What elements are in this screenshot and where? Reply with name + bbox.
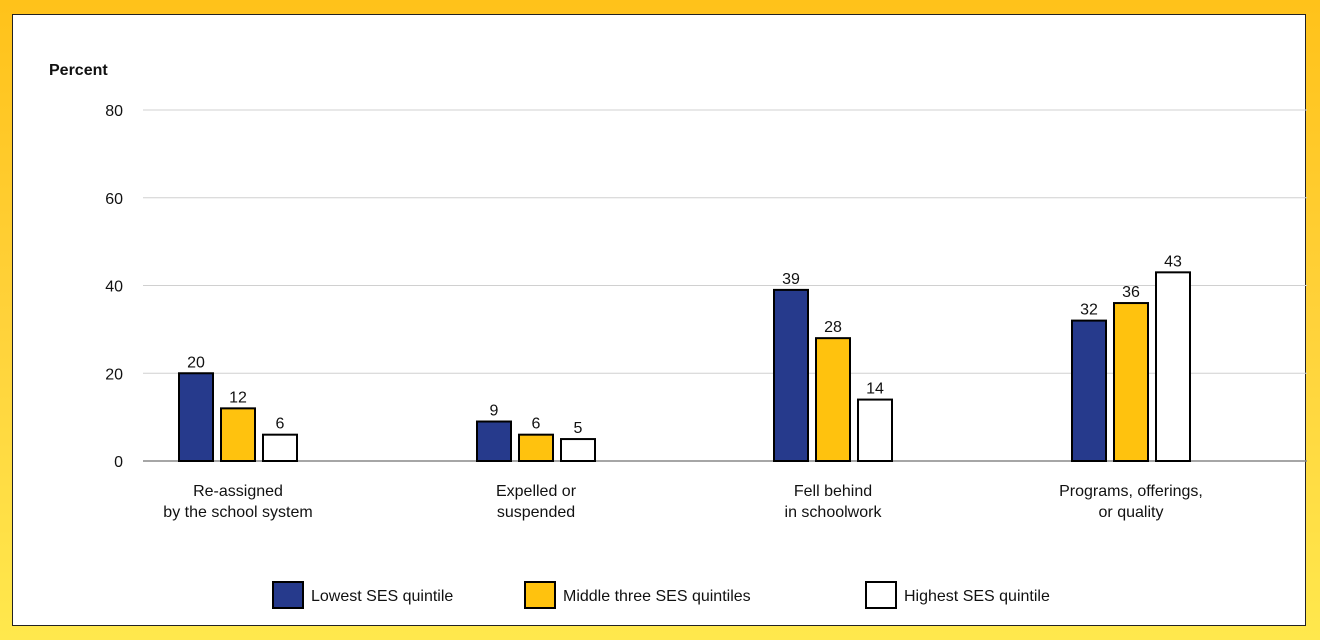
bar: [178, 372, 214, 462]
data-labels: 20 9 39 32 12 6 28 36 6 5 14 43: [187, 253, 1182, 437]
legend-swatch: [272, 581, 304, 609]
bar-value-label: 28: [824, 319, 842, 336]
legend: Lowest SES quintile Middle three SES quin…: [272, 581, 1050, 609]
category-label: or quality: [1099, 504, 1164, 521]
bar-value-label: 20: [187, 354, 205, 371]
bar-value-label: 36: [1122, 284, 1140, 301]
y-axis-title: Percent: [49, 62, 108, 79]
category-label: in schoolwork: [785, 504, 883, 521]
category-label: suspended: [497, 504, 575, 521]
bar-value-label: 12: [229, 389, 247, 406]
bar-chart: Percent 0 20 40 60 80 20 9 39 32 12 6 28 36 6 5 14 43 R…: [49, 62, 1307, 609]
category-labels: Re-assigned by the school system Expelled …: [163, 483, 1203, 521]
category-label: by the school system: [163, 504, 312, 521]
category-label: Fell behind: [794, 483, 872, 500]
legend-swatch: [524, 581, 556, 609]
bar: [773, 288, 809, 463]
bar: [560, 438, 596, 462]
bar-value-label: 9: [490, 403, 499, 420]
y-tick-label: 40: [105, 279, 123, 296]
bar: [1113, 302, 1149, 462]
bar-value-label: 6: [276, 416, 285, 433]
category-label: Expelled or: [496, 483, 577, 500]
bar: [518, 433, 554, 462]
bar: [857, 398, 893, 463]
bar: [1071, 319, 1107, 462]
bar: [262, 433, 298, 462]
category-label: Programs, offerings,: [1059, 483, 1203, 500]
bars: [178, 271, 1191, 463]
y-tick-label: 0: [114, 454, 123, 471]
legend-label: Highest SES quintile: [904, 588, 1050, 605]
bar: [815, 337, 851, 462]
bar: [1155, 271, 1191, 462]
bar-value-label: 32: [1080, 302, 1098, 319]
y-tick-label: 20: [105, 366, 123, 383]
bar-value-label: 43: [1164, 253, 1182, 270]
bar-value-label: 39: [782, 271, 800, 288]
bar-value-label: 5: [574, 420, 583, 437]
legend-label: Lowest SES quintile: [311, 588, 453, 605]
legend-swatch: [865, 581, 897, 609]
y-tick-label: 60: [105, 191, 123, 208]
category-label: Re-assigned: [193, 483, 283, 500]
y-tick-label: 80: [105, 103, 123, 120]
y-tick-labels: 0 20 40 60 80: [105, 103, 123, 471]
bar-value-label: 6: [532, 416, 541, 433]
bar-value-label: 14: [866, 381, 884, 398]
bar: [476, 420, 512, 463]
legend-label: Middle three SES quintiles: [563, 588, 751, 605]
bar: [220, 407, 256, 463]
chart-panel: Percent 0 20 40 60 80 20 9 39 32 12 6 28 36 6 5 14 43 R…: [12, 14, 1307, 626]
